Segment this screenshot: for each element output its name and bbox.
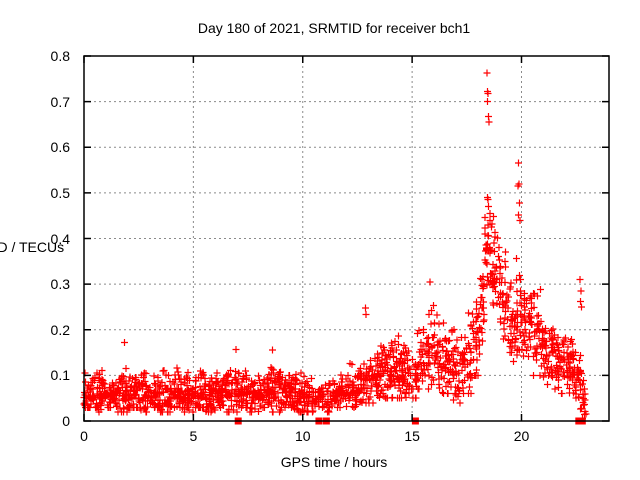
x-axis-label: GPS time / hours: [280, 454, 388, 470]
y-axis-label-text: SRMTID / TECUs: [0, 238, 65, 255]
y-tick-label: 0.8: [50, 48, 70, 64]
x-tick-label: 0: [80, 428, 88, 444]
y-tick-label: 0.4: [50, 230, 70, 247]
x-tick-label: 10: [294, 428, 311, 444]
y-tick-label: 0.1: [50, 367, 70, 384]
chart-title: Day 180 of 2021, SRMTID for receiver bch…: [197, 20, 471, 36]
y-tick-label: 0.3: [50, 276, 70, 293]
y-tick-label: 0.6: [50, 139, 70, 156]
x-tick-label: 5: [189, 428, 198, 444]
x-tick-label: 20: [513, 428, 530, 444]
scatter-points: [80, 69, 590, 422]
x-tick-label: 15: [404, 428, 420, 444]
y-tick-label: 0.7: [50, 93, 70, 110]
y-tick-label: 0: [62, 413, 70, 429]
y-tick-label: 0.2: [50, 321, 70, 338]
y-tick-label: 0.5: [50, 184, 70, 201]
y-axis-label: SRMTID / TECUs: [0, 239, 119, 255]
